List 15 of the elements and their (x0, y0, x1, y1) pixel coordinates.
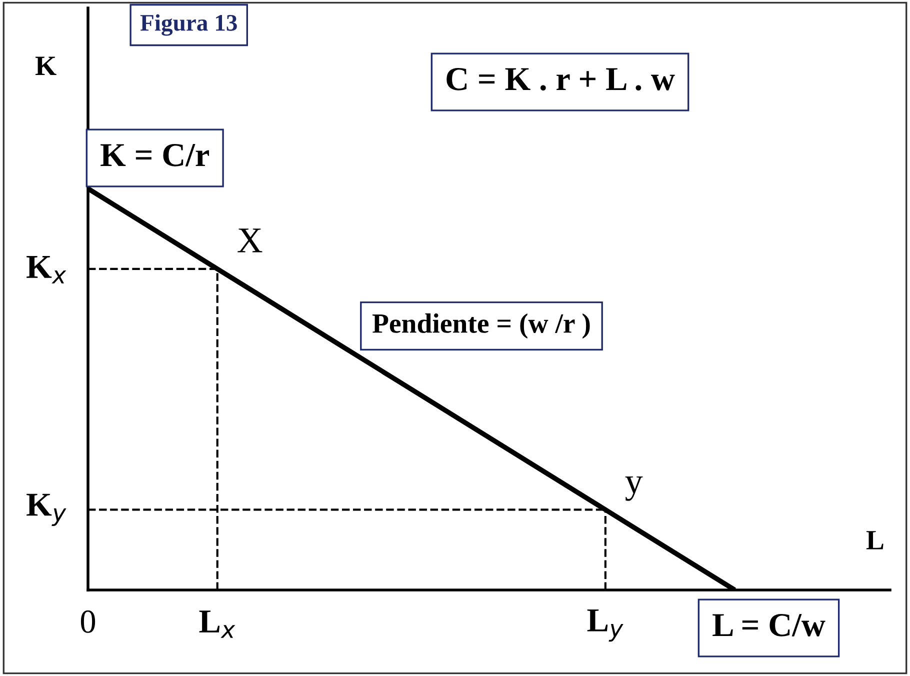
text: K (35, 56, 56, 75)
x-tick-label: L$_{x}$ (199, 610, 236, 638)
text: K$_{y}$ (26, 494, 66, 526)
text: x (52, 270, 66, 284)
x-axis-title: L (866, 531, 884, 550)
annotation: X (238, 228, 262, 252)
x-tick-label: 0 (80, 610, 96, 633)
x-tick-label: L$_{y}$ (587, 609, 624, 642)
annotation: y (625, 476, 643, 501)
y-axis-title: K (26, 256, 52, 278)
annotation: Pendiente = (w /r ) (372, 313, 590, 339)
chart-title: Figura 13 (140, 14, 237, 36)
text: C = K . r + L . w (446, 68, 675, 90)
text: L = C/w (712, 614, 826, 636)
text: K = C/r (100, 144, 209, 166)
